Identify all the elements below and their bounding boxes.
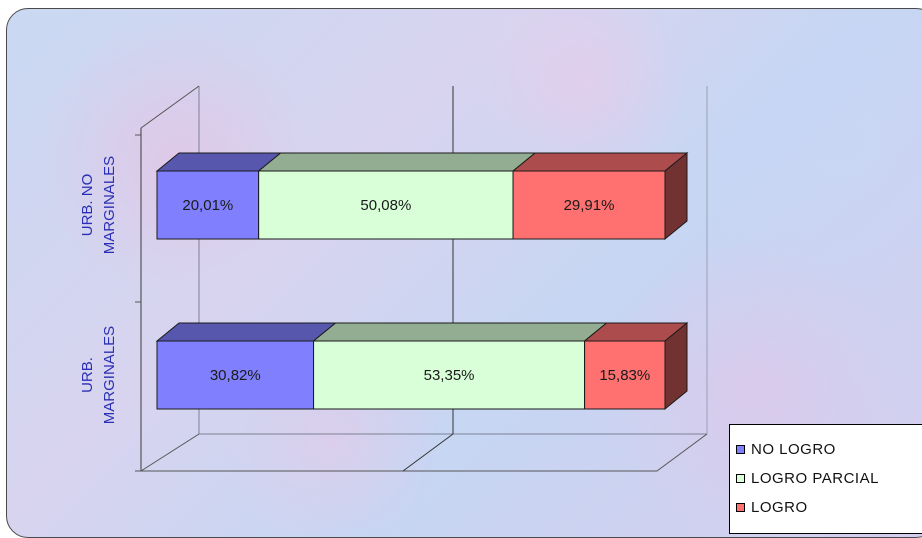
floor-right-edge [656,433,708,472]
bar-top-face [511,152,689,172]
legend-swatch [736,474,745,483]
data-label: 20,01% [182,197,233,214]
data-label: 29,91% [564,197,615,214]
legend-item: NO LOGRO [736,435,922,464]
legend-swatch [736,503,745,512]
chart-area: 20,01% 50,08% 29,91% URB. NO MARGINALES 30,82… [6,8,922,538]
bar-segment [156,340,315,410]
legend: NO LOGRO LOGRO PARCIAL LOGRO [729,424,922,534]
bar-top-face [155,322,337,342]
category-label: URB. NO [79,174,96,237]
category-label: URB. [79,357,96,393]
plot-area: 20,01% 50,08% 29,91% URB. NO MARGINALES 30,82… [79,85,708,472]
data-label: 50,08% [360,197,411,214]
legend-label: LOGRO [751,499,808,516]
legend-item: LOGRO [736,493,922,522]
legend-label: LOGRO PARCIAL [751,470,879,487]
data-label: 15,83% [599,367,650,384]
bar-segment [512,170,666,240]
legend-swatch [736,445,745,454]
bar-side-face [664,321,688,411]
legend-label: NO LOGRO [751,441,836,458]
bar-top-face [312,322,608,342]
bar-top-face [257,152,537,172]
floor-left-edge [140,433,200,472]
legend-item: LOGRO PARCIAL [736,464,922,493]
data-label: 53,35% [424,367,475,384]
data-label: 30,82% [210,367,261,384]
gridline-50-floor [402,433,454,472]
bar-segment [313,340,586,410]
bar-segment [258,170,514,240]
category-label: MARGINALES [101,156,118,254]
category-label: MARGINALES [101,326,118,424]
side-wall-top-edge [140,85,200,129]
bar-segment [584,340,666,410]
bar-side-face [664,151,688,241]
